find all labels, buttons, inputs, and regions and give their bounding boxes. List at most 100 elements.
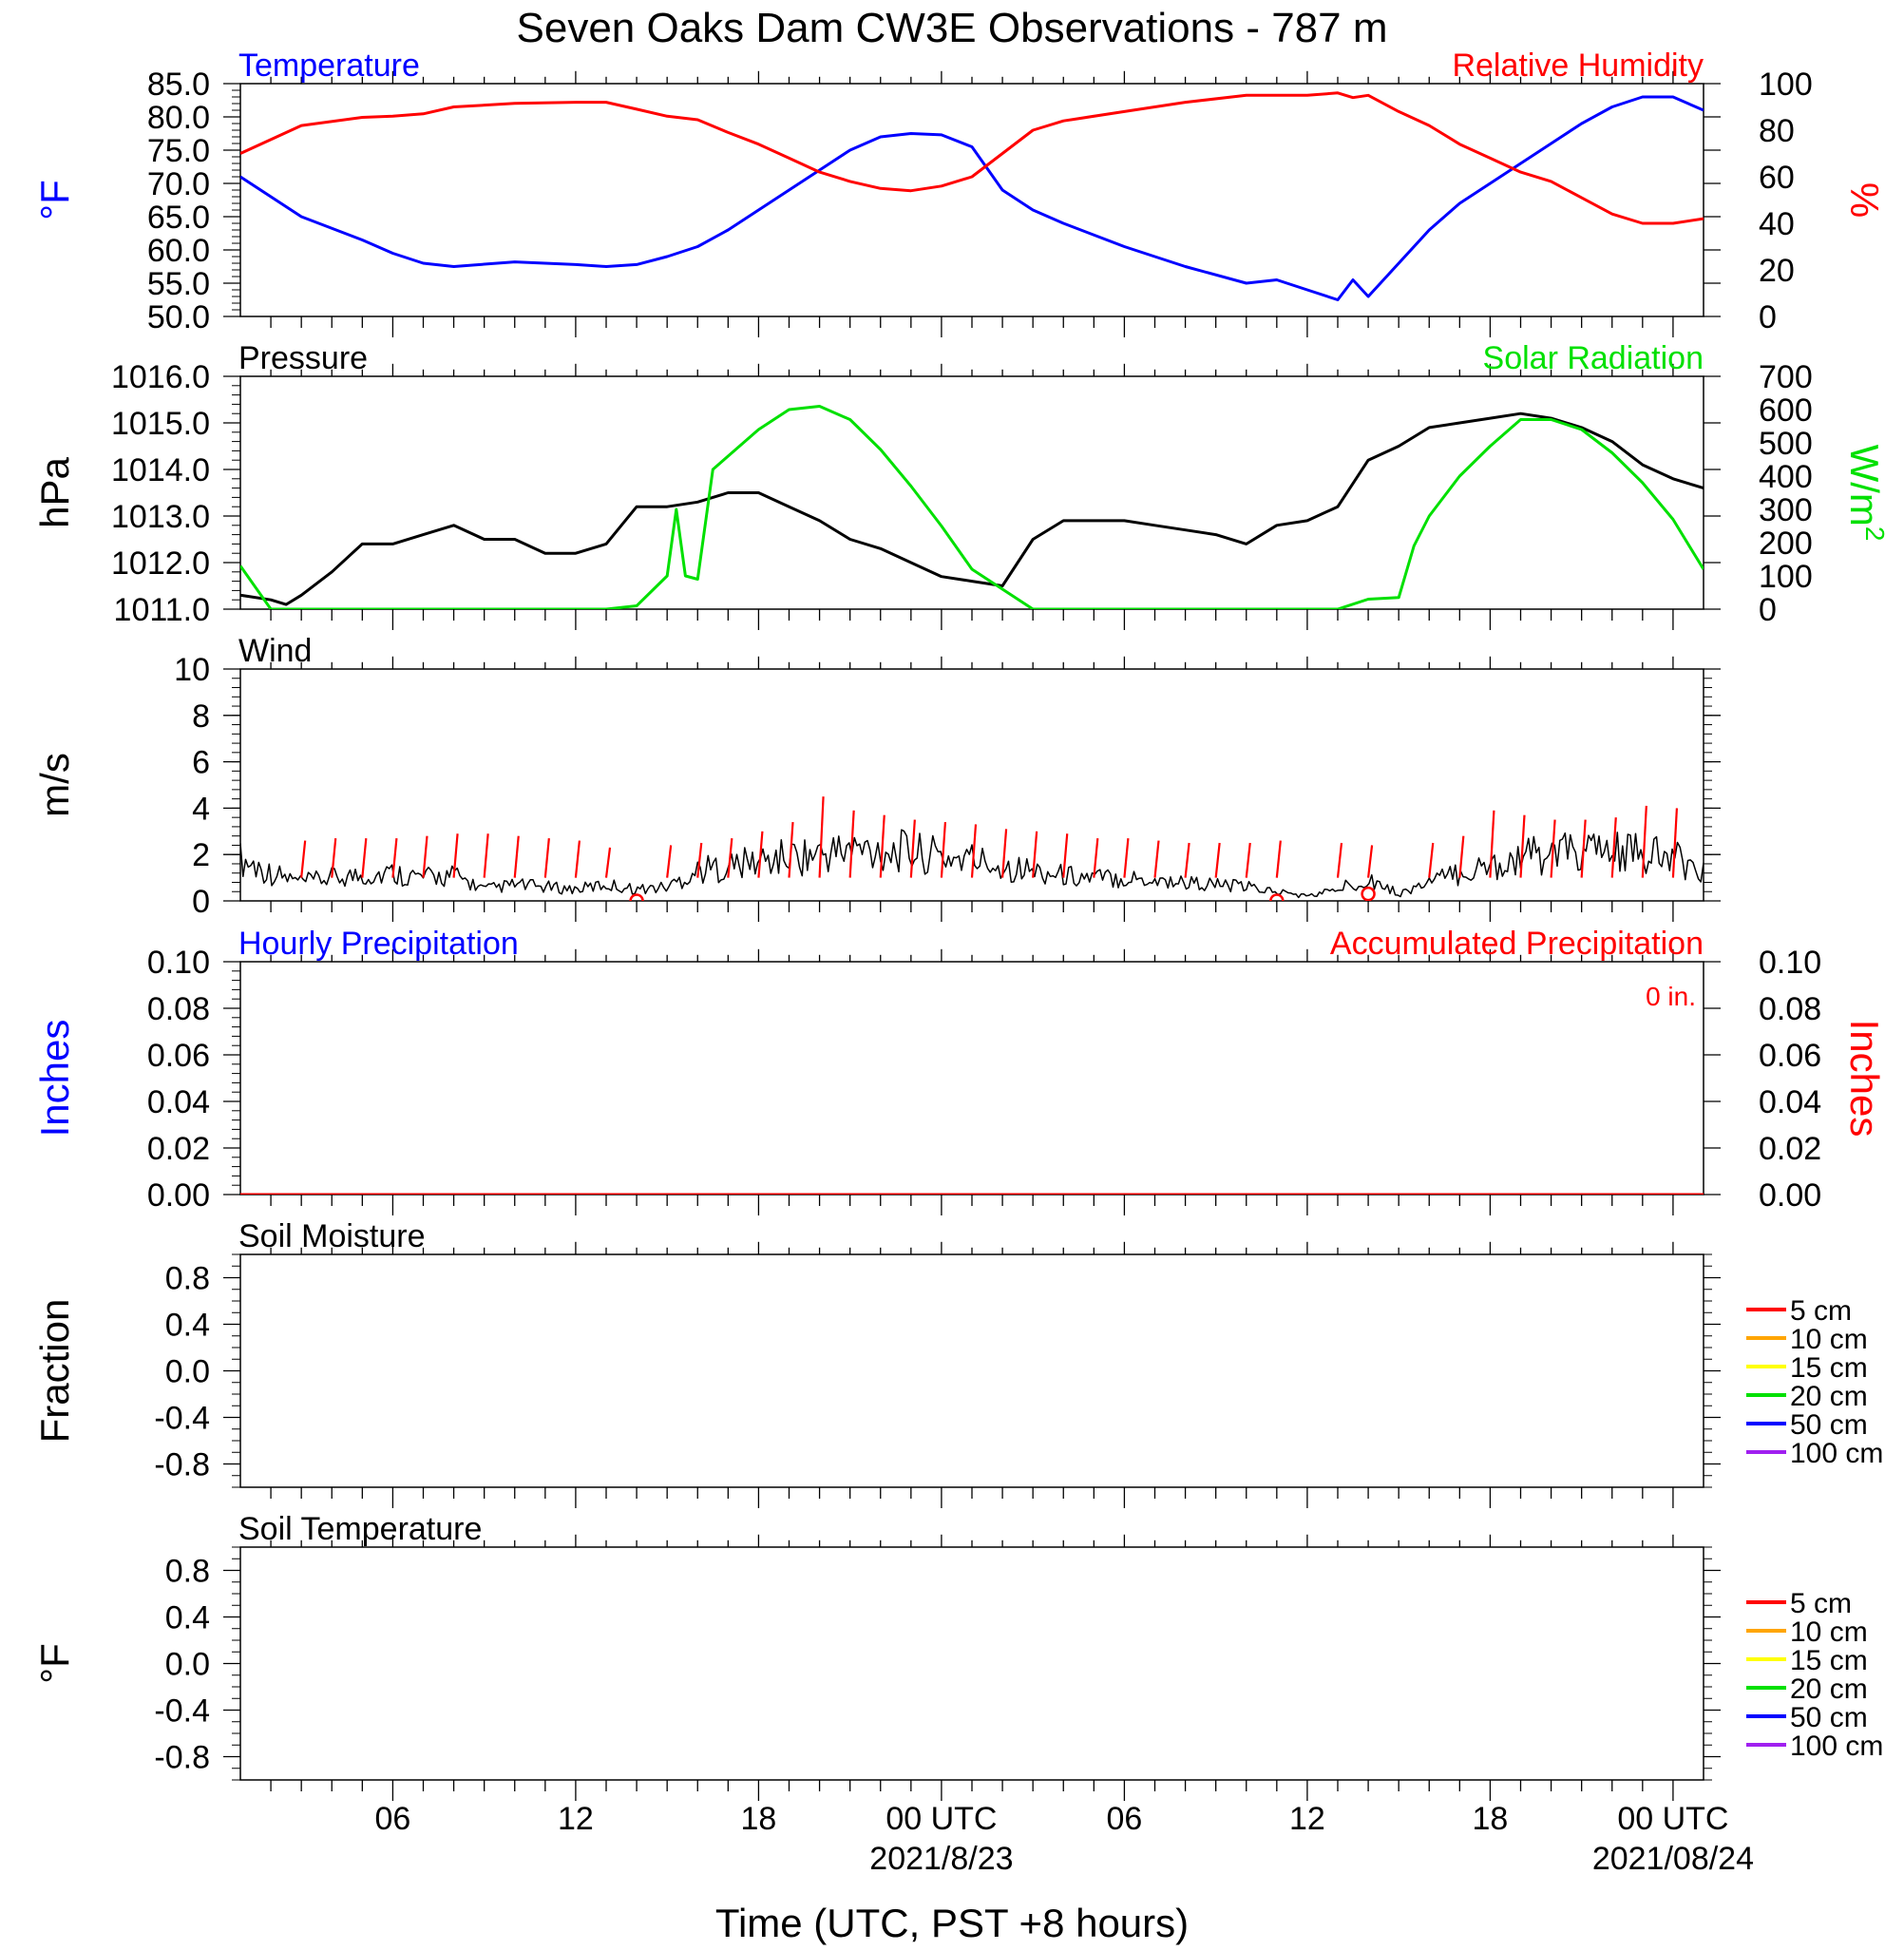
wind-barb xyxy=(1153,840,1160,878)
calm-marker xyxy=(629,893,644,901)
y-tick-label-left: 70.0 xyxy=(147,166,210,202)
legend-label: 50 cm xyxy=(1790,1702,1868,1733)
y-tick-label-left: 1016.0 xyxy=(111,359,210,395)
legend-label: 5 cm xyxy=(1790,1588,1852,1619)
legend-label: 100 cm xyxy=(1790,1731,1883,1762)
y-tick-label-left: 0.04 xyxy=(147,1084,210,1120)
legend-label: 20 cm xyxy=(1790,1381,1868,1412)
wind-barb xyxy=(818,796,825,878)
wind-barb xyxy=(1641,805,1647,878)
y-tick-label-left: 4 xyxy=(192,791,210,827)
wind-barb xyxy=(1519,814,1526,878)
y-tick-label-left: 75.0 xyxy=(147,133,210,169)
y-tick-label-left: -0.8 xyxy=(154,1740,210,1776)
wind-barb xyxy=(361,838,368,878)
y-tick-label-right: 0.00 xyxy=(1759,1177,1821,1214)
y-axis-label-left: Inches xyxy=(32,1020,77,1138)
y-tick-label-right: 0.08 xyxy=(1759,991,1821,1027)
y-tick-label-left: 0.8 xyxy=(165,1554,210,1590)
figure-title: Seven Oaks Dam CW3E Observations - 787 m xyxy=(517,5,1388,51)
y-tick-label-right: 400 xyxy=(1759,459,1813,495)
panel-2: 1016.0 1015.0 1014.0 1013.0 1012.0 1011.0 7006… xyxy=(32,340,1890,630)
legend-label: 50 cm xyxy=(1790,1409,1868,1441)
panel-5: 0.8 0.4 0.0 -0.4 -0.8 Soil Moisture Fraction 5 … xyxy=(32,1218,1883,1508)
panel-title-left: Hourly Precipitation xyxy=(238,926,519,962)
x-tick-label: 18 xyxy=(741,1801,777,1837)
y-tick-label-right: 0 xyxy=(1759,299,1777,335)
legend-label: 10 cm xyxy=(1790,1324,1868,1355)
series-group xyxy=(240,405,1704,609)
panels: 85.080.075.070.065.060.055.050.010080604… xyxy=(32,48,1890,1877)
panel-title-right: Relative Humidity xyxy=(1452,48,1704,84)
wind-barb xyxy=(483,833,489,878)
series-temperature xyxy=(240,95,1704,301)
wind-barb xyxy=(1671,808,1679,878)
y-tick-label-left: 6 xyxy=(192,745,210,781)
panel-1: 85.080.075.070.065.060.055.050.0 100 80 60 4… xyxy=(32,48,1887,337)
x-axis-label: Time (UTC, PST +8 hours) xyxy=(715,1901,1189,1945)
x-tick-label: 06 xyxy=(1107,1801,1143,1837)
y-axis-label-left: °F xyxy=(32,180,77,220)
y-tick-label-right: 0.06 xyxy=(1759,1038,1821,1074)
wind-barb xyxy=(727,838,733,878)
wind-barb xyxy=(574,840,581,878)
wind-barb xyxy=(848,810,855,878)
panel-annotation: 0 in. xyxy=(1646,982,1696,1011)
legend-label: 5 cm xyxy=(1790,1295,1852,1327)
series-group xyxy=(240,796,1704,901)
series-relative-humidity xyxy=(240,91,1704,225)
wind-barb xyxy=(1032,831,1038,878)
y-axis-label-left: °F xyxy=(32,1643,77,1683)
y-axis-label-left: Fraction xyxy=(32,1299,77,1444)
y-tick-label-left: 2 xyxy=(192,837,210,873)
y-tick-label-left: 0.06 xyxy=(147,1038,210,1074)
wind-barb xyxy=(970,824,978,878)
wind-barb xyxy=(391,838,398,878)
y-tick-label-left: 10 xyxy=(174,652,210,688)
y-tick-label-right: 100 xyxy=(1759,559,1813,595)
plot-frame xyxy=(239,83,1704,317)
panel-6: 0.8 0.4 0.0 -0.4 -0.8 Soil Temperature °F 06 12 1… xyxy=(32,1511,1883,1877)
y-tick-label-left: 0.8 xyxy=(165,1261,210,1297)
calm-marker xyxy=(1361,886,1376,901)
wind-barb xyxy=(422,835,428,878)
series-group xyxy=(240,91,1704,301)
panel-title-right: Solar Radiation xyxy=(1483,340,1704,376)
y-tick-label-left: 60.0 xyxy=(147,233,210,269)
wind-barb xyxy=(1245,842,1251,878)
y-tick-label-left: -0.4 xyxy=(154,1693,210,1730)
panel-title-right: Accumulated Precipitation xyxy=(1330,926,1704,962)
panel-title-left: Soil Temperature xyxy=(238,1511,482,1547)
y-axis-label-right: W/m2 xyxy=(1842,445,1890,542)
x-tick-label: 12 xyxy=(558,1801,594,1837)
wind-barb xyxy=(1123,838,1130,878)
y-tick-label-right: 600 xyxy=(1759,392,1813,429)
y-tick-label-left: 0.4 xyxy=(165,1600,210,1636)
y-tick-label-right: 100 xyxy=(1759,67,1813,103)
panel-title-left: Wind xyxy=(238,633,312,669)
series-pressure xyxy=(240,411,1704,606)
y-tick-label-right: 60 xyxy=(1759,160,1795,196)
plot-frame xyxy=(239,1253,1704,1488)
y-tick-label-left: 1015.0 xyxy=(111,406,210,442)
y-tick-label-right: 0.02 xyxy=(1759,1131,1821,1167)
y-tick-label-left: 0.02 xyxy=(147,1131,210,1167)
x-tick-label: 06 xyxy=(375,1801,411,1837)
y-tick-label-left: 0.00 xyxy=(147,1177,210,1214)
y-tick-label-left: 0 xyxy=(192,884,210,920)
wind-barb xyxy=(1458,835,1465,878)
y-tick-label-right: 80 xyxy=(1759,113,1795,149)
y-tick-label-right: 20 xyxy=(1759,253,1795,289)
y-tick-label-left: 50.0 xyxy=(147,299,210,335)
y-tick-label-left: 1011.0 xyxy=(114,592,210,628)
y-axis-label-superscript: 2 xyxy=(1860,526,1890,542)
wind-barb xyxy=(513,835,520,878)
y-tick-label-left: 0.4 xyxy=(165,1308,210,1344)
wind-barb xyxy=(879,814,885,878)
x-tick-label: 12 xyxy=(1289,1801,1325,1837)
x-tick-label: 00 UTC xyxy=(885,1801,997,1837)
wind-barb xyxy=(666,845,673,878)
wind-barb xyxy=(452,833,459,878)
y-tick-label-right: 0 xyxy=(1759,592,1777,628)
